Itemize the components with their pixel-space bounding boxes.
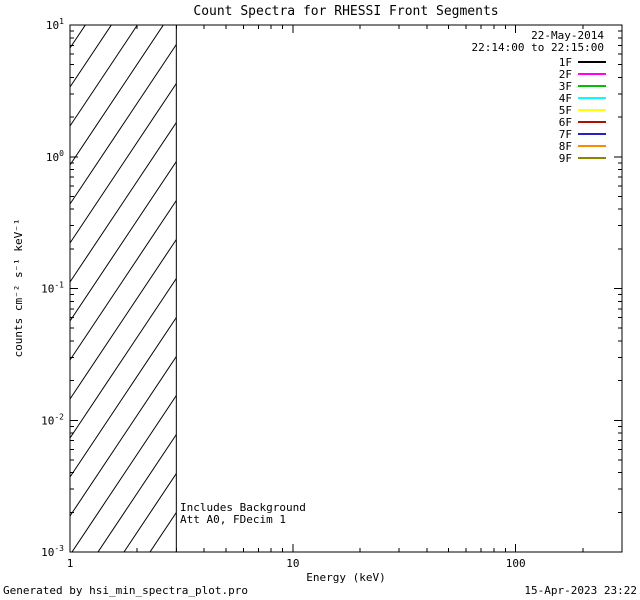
y-tick-label: 100 bbox=[46, 149, 64, 164]
hatched-region bbox=[70, 25, 177, 552]
legend-item-4F: 4F bbox=[559, 92, 606, 105]
legend-label: 5F bbox=[559, 104, 572, 117]
legend-item-8F: 8F bbox=[559, 140, 606, 153]
legend-item-9F: 9F bbox=[559, 152, 606, 165]
y-tick-label: 101 bbox=[46, 17, 64, 32]
annotation-includes-background: Includes Background bbox=[180, 501, 306, 514]
y-tick-label: 10-3 bbox=[41, 544, 64, 559]
observation-date: 22-May-2014 bbox=[531, 29, 604, 42]
axes: 1 10 100 101 100 10-1 10-2 10-3 bbox=[41, 17, 623, 570]
y-tick-label: 10-1 bbox=[41, 281, 64, 296]
legend-item-6F: 6F bbox=[559, 116, 606, 129]
x-tick-label: 10 bbox=[286, 557, 299, 570]
x-tick-label: 1 bbox=[67, 557, 74, 570]
legend-label: 8F bbox=[559, 140, 572, 153]
x-axis-label: Energy (keV) bbox=[306, 571, 385, 584]
annotation-attenuator-state: Att A0, FDecim 1 bbox=[180, 513, 286, 526]
observation-timerange: 22:14:00 to 22:15:00 bbox=[472, 41, 604, 54]
y-axis-label: counts cm⁻² s⁻¹ keV⁻¹ bbox=[12, 218, 25, 357]
y-tick-label: 10-2 bbox=[41, 412, 64, 427]
legend-item-1F: 1F bbox=[559, 56, 606, 69]
legend-label: 3F bbox=[559, 80, 572, 93]
legend-label: 4F bbox=[559, 92, 572, 105]
legend-item-5F: 5F bbox=[559, 104, 606, 117]
legend-label: 7F bbox=[559, 128, 572, 141]
legend-label: 2F bbox=[559, 68, 572, 81]
legend-label: 6F bbox=[559, 116, 572, 129]
footer-generated-by: Generated by hsi_min_spectra_plot.pro bbox=[3, 584, 248, 597]
legend-item-7F: 7F bbox=[559, 128, 606, 141]
legend-label: 1F bbox=[559, 56, 572, 69]
x-tick-label: 100 bbox=[506, 557, 526, 570]
plot-frame bbox=[69, 24, 623, 553]
legend-item-2F: 2F bbox=[559, 68, 606, 81]
plot-title: Count Spectra for RHESSI Front Segments bbox=[193, 4, 498, 19]
footer-datetime: 15-Apr-2023 23:22 bbox=[524, 584, 637, 597]
legend-item-3F: 3F bbox=[559, 80, 606, 93]
hatch-lines bbox=[70, 25, 177, 552]
legend-label: 9F bbox=[559, 152, 572, 165]
